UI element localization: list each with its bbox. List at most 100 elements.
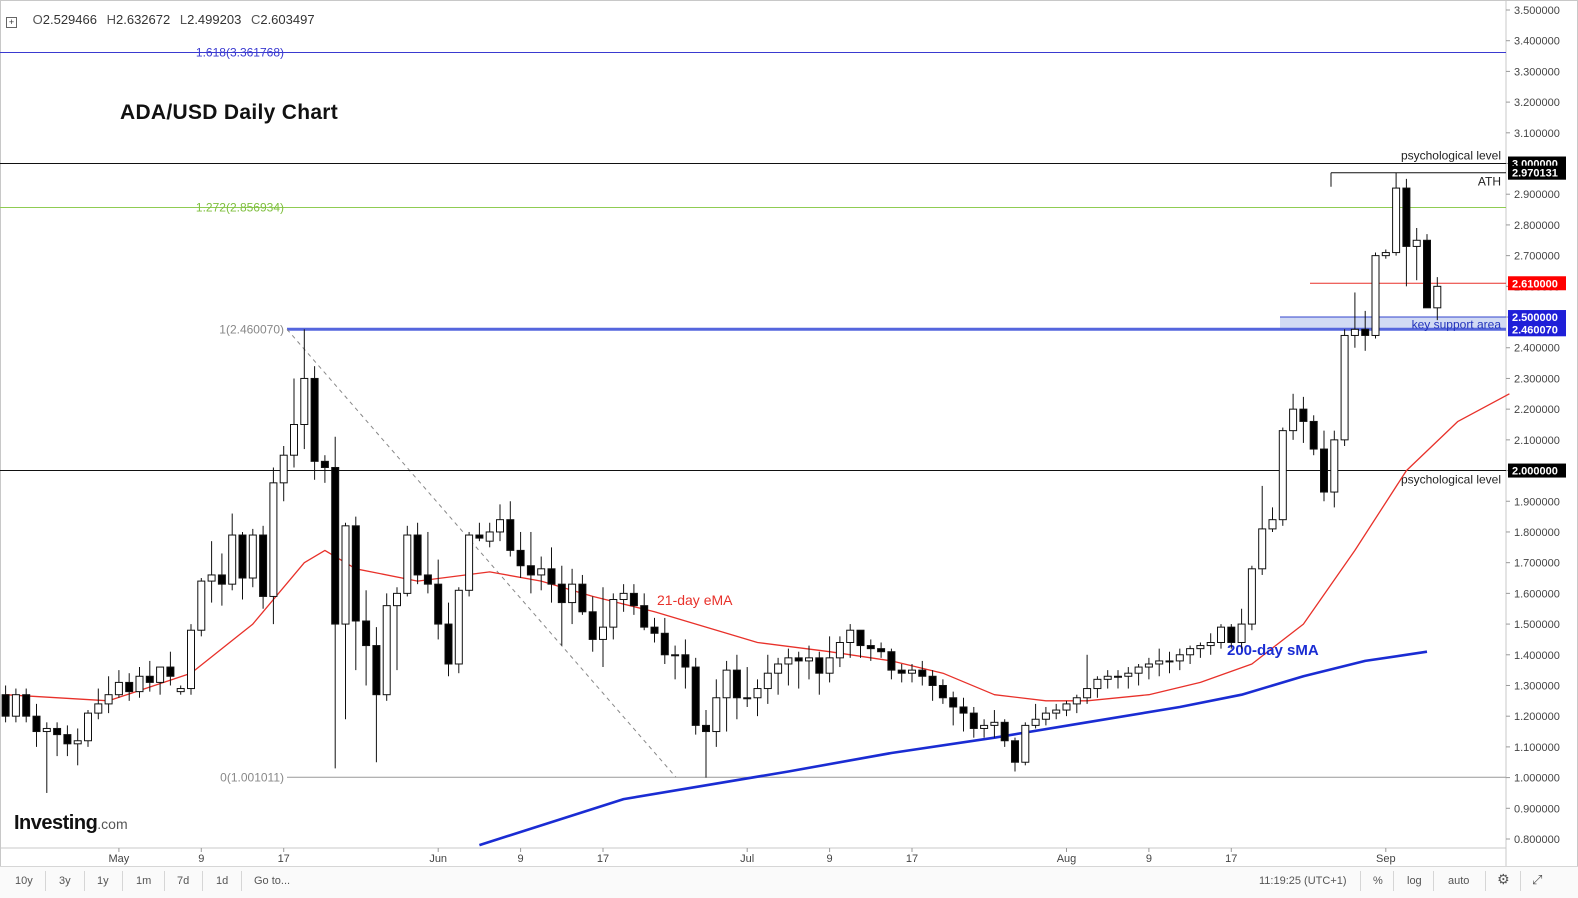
log-toggle[interactable]: log [1407, 875, 1422, 887]
candle-down [125, 681, 134, 693]
y-tick-label: 1.700000 [1514, 558, 1560, 570]
candle-down [310, 377, 319, 462]
goto-button[interactable]: Go to... [254, 875, 291, 887]
candle-down [794, 657, 803, 662]
key-support-label: key support area [1412, 317, 1502, 331]
range-7d-button[interactable]: 7d [177, 875, 190, 887]
divider [202, 871, 203, 891]
candle-up [114, 681, 123, 696]
axis-tag-2: 2.000000 [1512, 466, 1558, 478]
plus-square-icon[interactable]: + [6, 17, 17, 28]
candle-up [805, 657, 813, 662]
candle-up [980, 724, 989, 729]
candle-down [145, 675, 154, 683]
candle-down [691, 666, 700, 726]
x-tick-label: 17 [597, 853, 609, 865]
axis-tag-ath: 2.970131 [1512, 168, 1558, 180]
candle-up [1052, 709, 1061, 714]
x-tick-label: 17 [1225, 853, 1237, 865]
fib-1-label: 1(2.460070) [219, 322, 284, 336]
candle-down [866, 645, 875, 650]
candle-down [259, 534, 268, 597]
divider [122, 871, 123, 891]
close-key: C [250, 12, 261, 27]
candle-up [1412, 239, 1421, 247]
y-tick-label: 1.800000 [1514, 527, 1560, 539]
candle-down [938, 684, 947, 699]
candle-up [403, 534, 412, 594]
candle-down [516, 549, 525, 567]
psych-level-label: psychological level [1401, 149, 1501, 163]
candle-down [1011, 740, 1019, 763]
fib-trend-line [286, 328, 677, 778]
axis-tag-support-high: 2.500000 [1512, 312, 1558, 324]
candle-up [1340, 334, 1349, 441]
auto-toggle[interactable]: auto [1448, 875, 1470, 887]
bottom-toolbar: 10y 3y 1y 1m 7d 1d Go to... 11:19:25 (UT… [0, 866, 1578, 898]
candle-up [599, 626, 607, 640]
y-tick-label: 1.100000 [1514, 742, 1560, 754]
expand-icon[interactable]: ⤢ [1532, 872, 1543, 887]
candle-up [485, 531, 494, 542]
candle-down [166, 666, 175, 677]
candles-group [1, 172, 1442, 793]
y-tick-label: 1.300000 [1514, 680, 1560, 692]
candle-down [732, 669, 741, 699]
candle-up [908, 669, 916, 674]
percent-toggle[interactable]: % [1373, 875, 1383, 887]
sma-200-label: 200-day sMA [1227, 642, 1319, 659]
candle-down [928, 675, 937, 686]
candle-up [73, 740, 82, 745]
candle-up [290, 424, 298, 456]
range-1y-button[interactable]: 1y [97, 875, 109, 887]
candle-up [248, 534, 257, 579]
x-tick-label: Jul [740, 853, 754, 865]
sma-200-line [479, 650, 1428, 847]
candle-down [1320, 448, 1328, 493]
candle-up [1217, 626, 1225, 643]
candlestick-chart[interactable]: 0.800000 0.900000 1.000000 1.100000 1.200000… [0, 0, 1578, 866]
candle-up [722, 669, 731, 699]
candle-down [702, 724, 710, 733]
candle-up [1247, 568, 1256, 625]
candle-up [1371, 255, 1380, 336]
candle-down [547, 568, 556, 585]
candle-up [1103, 675, 1112, 680]
high-value: 2.632672 [116, 12, 171, 27]
candle-down [949, 697, 958, 708]
range-1m-button[interactable]: 1m [136, 875, 152, 887]
fib-1618-label: 1.618(3.361768) [196, 45, 284, 59]
x-tick-label: 9 [518, 853, 524, 865]
candle-up [990, 721, 999, 726]
candle-up [846, 629, 855, 643]
axis-tag-support-high-bg [1508, 310, 1566, 325]
candle-down [660, 632, 669, 656]
candle-up [609, 599, 618, 628]
axis-tag-support-low: 2.460070 [1512, 324, 1558, 336]
x-tick-label: 9 [827, 853, 833, 865]
candle-down [877, 648, 886, 653]
candle-down [897, 669, 906, 674]
candle-up [1237, 623, 1246, 643]
gear-icon[interactable]: ⚙ [1497, 871, 1510, 887]
candle-up [1258, 528, 1267, 570]
y-tick-label: 2.100000 [1514, 435, 1560, 447]
open-value: 2.529466 [42, 12, 97, 27]
candle-down [1000, 721, 1009, 742]
candle-down [640, 605, 649, 628]
candle-up [1165, 660, 1174, 663]
chart-title: ADA/USD Daily Chart [120, 101, 339, 124]
candle-up [774, 663, 783, 674]
candle-up [1021, 724, 1030, 763]
candle-down [475, 534, 484, 539]
candle-down [217, 574, 226, 585]
axis-tag-2-bg [1508, 463, 1566, 478]
range-10y-button[interactable]: 10y [15, 875, 33, 887]
candle-up [42, 727, 51, 733]
candle-down [320, 460, 329, 468]
divider [1485, 871, 1486, 891]
range-3y-button[interactable]: 3y [59, 875, 71, 887]
candle-up [1196, 645, 1205, 650]
candle-down [63, 734, 72, 745]
range-1d-button[interactable]: 1d [216, 875, 229, 887]
